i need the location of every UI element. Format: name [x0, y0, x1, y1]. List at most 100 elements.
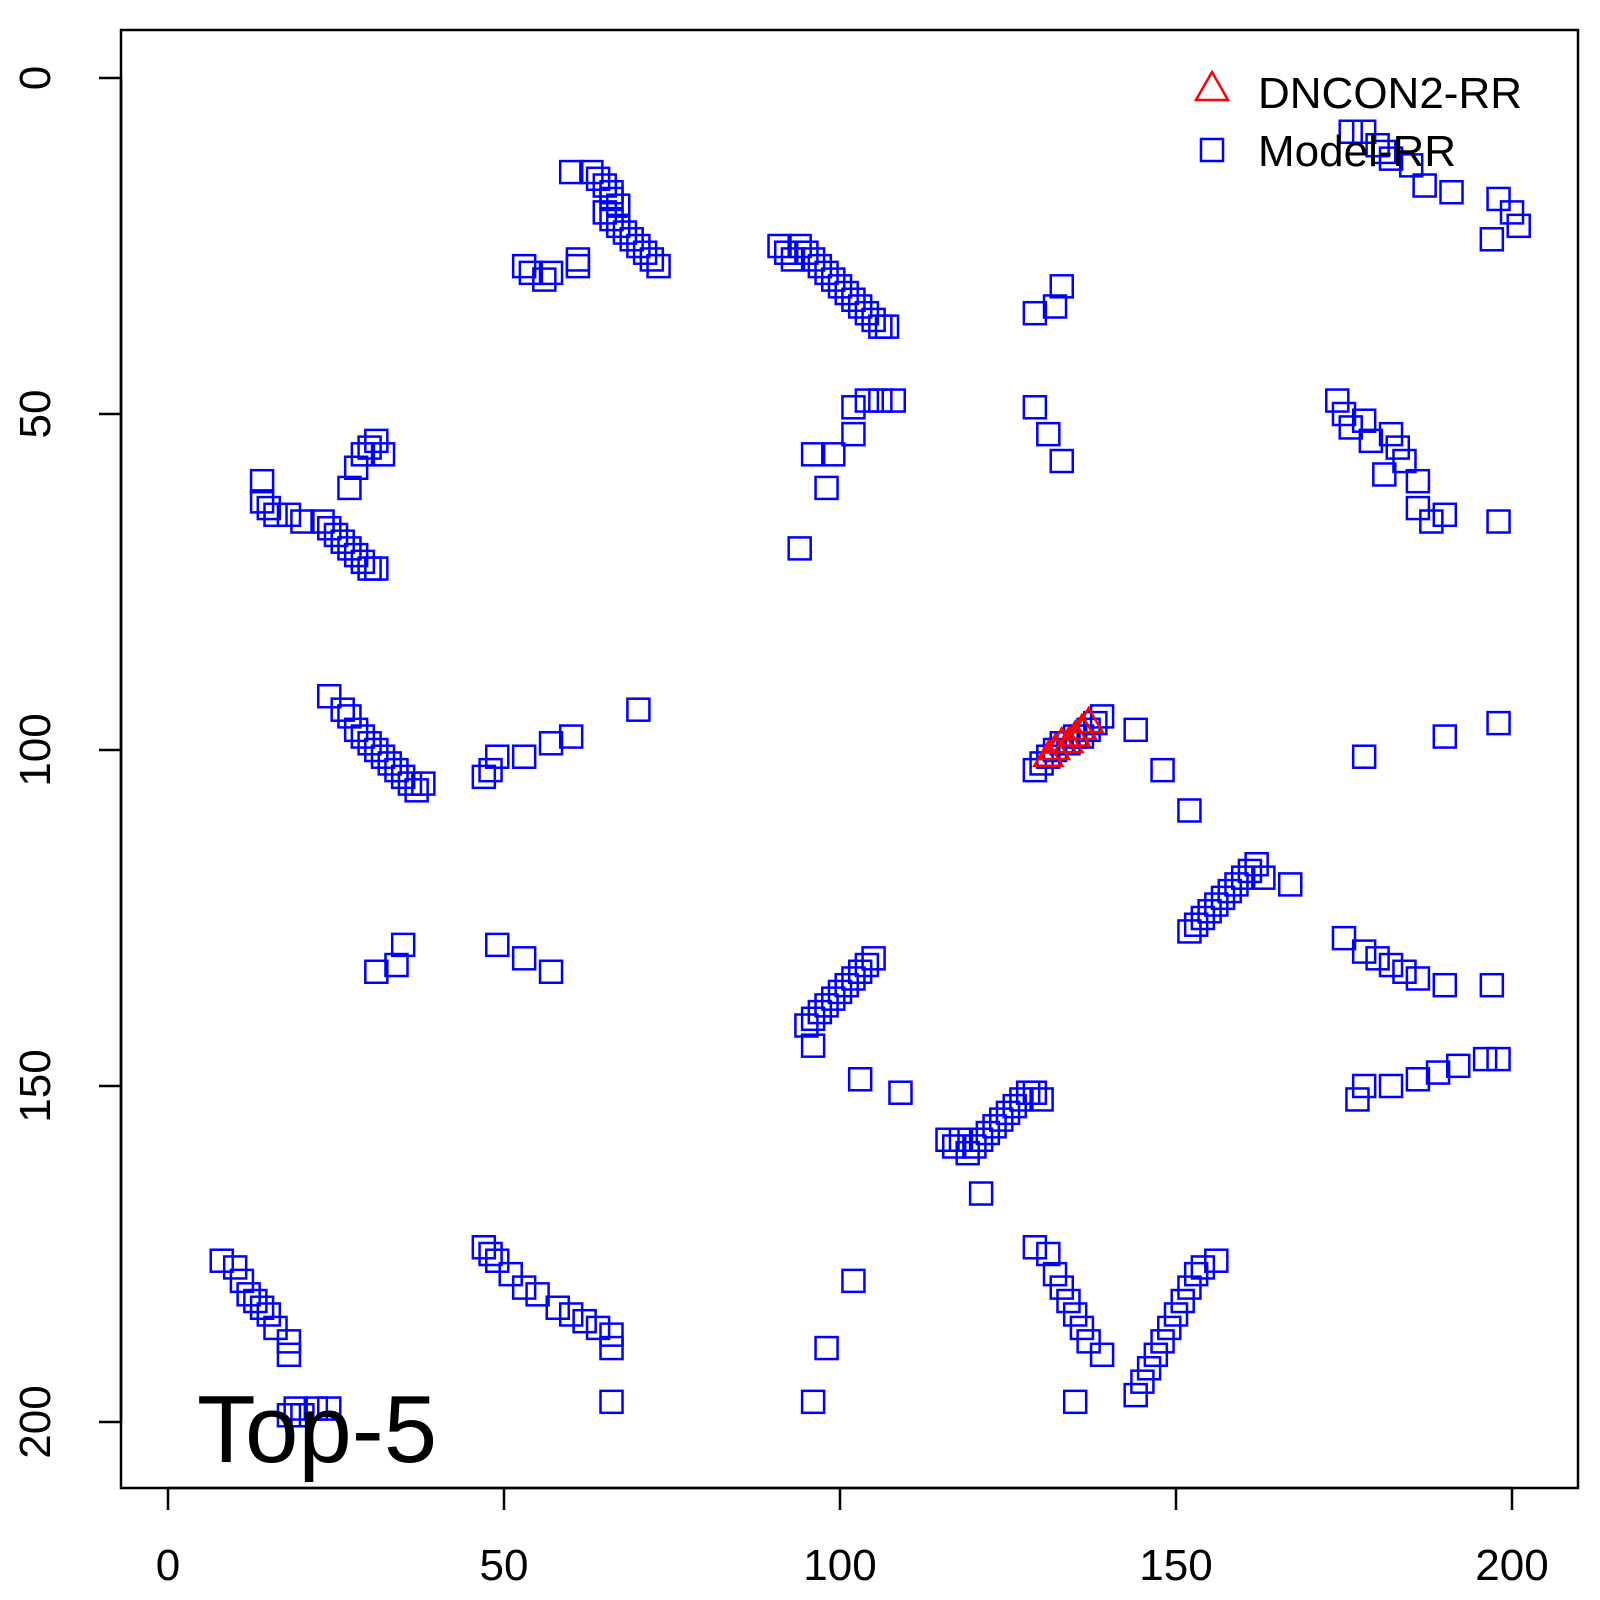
model-rr-point	[854, 300, 880, 326]
model-rr-point	[572, 1308, 597, 1334]
model-rr-point	[827, 979, 853, 1005]
model-rr-point	[1358, 428, 1384, 454]
model-rr-point	[814, 260, 839, 286]
model-rr-point	[1183, 912, 1209, 937]
model-rr-point	[807, 253, 833, 279]
model-rr-point	[807, 999, 833, 1025]
model-rr-point	[498, 1261, 523, 1287]
model-rr-point	[1365, 132, 1390, 158]
y-tick-label: 150	[11, 1049, 60, 1122]
model-rr-point	[222, 1255, 248, 1280]
model-rr-point	[995, 1100, 1021, 1126]
model-rr-point	[787, 233, 812, 259]
model-rr-point	[599, 1322, 624, 1347]
x-tick-label: 200	[1475, 1541, 1548, 1590]
model-rr-point	[1204, 892, 1229, 917]
model-rr-point	[1277, 872, 1303, 897]
model-rr-point	[814, 1335, 839, 1361]
y-tick-label: 100	[11, 713, 60, 786]
model-rr-point	[538, 959, 564, 985]
model-rr-point	[1392, 959, 1417, 985]
model-rr-point	[1190, 905, 1216, 931]
model-rr-point	[471, 1235, 497, 1260]
model-rr-point	[989, 1107, 1014, 1132]
model-rr-point	[1412, 173, 1437, 198]
model-rr-point	[276, 1403, 302, 1428]
model-rr-point	[874, 314, 900, 339]
dncon2-rr-point	[1065, 712, 1099, 741]
model-rr-point	[1486, 710, 1511, 736]
legend-marker-square-icon	[1199, 137, 1225, 163]
model-rr-point	[1143, 1342, 1169, 1368]
model-rr-point	[847, 1067, 873, 1092]
model-rr-point	[800, 1033, 826, 1058]
data-points	[209, 119, 1531, 1428]
model-rr-point	[485, 1248, 510, 1273]
model-rr-point	[1398, 153, 1424, 178]
model-rr-point	[1022, 1235, 1048, 1260]
model-rr-point	[236, 1282, 261, 1307]
model-rr-point	[800, 1006, 826, 1032]
model-rr-point	[1405, 495, 1431, 521]
model-rr-point	[948, 1127, 974, 1153]
model-rr-point	[975, 1120, 1001, 1146]
model-rr-point	[565, 253, 591, 279]
model-rr-point	[834, 972, 859, 998]
model-rr-point	[357, 435, 382, 460]
model-rr-point	[854, 388, 880, 413]
model-rr-point	[1331, 925, 1357, 951]
x-tick-label: 50	[480, 1541, 529, 1590]
model-rr-point	[1378, 146, 1404, 171]
model-rr-point	[1123, 1382, 1148, 1408]
model-rr-point	[841, 395, 866, 420]
model-rr-point	[847, 959, 873, 985]
model-rr-point	[471, 764, 497, 790]
model-rr-point	[317, 683, 342, 709]
model-rr-point	[357, 731, 382, 756]
model-rr-point	[794, 1013, 819, 1038]
model-rr-point	[1029, 1087, 1054, 1112]
model-rr-point	[868, 388, 893, 413]
dncon2-rr-point	[1059, 719, 1092, 747]
y-tick-label: 0	[11, 66, 60, 90]
model-rr-point	[1486, 186, 1511, 212]
model-rr-point	[377, 751, 403, 776]
model-rr-point	[1022, 300, 1048, 326]
model-rr-point	[1405, 966, 1431, 991]
model-rr-point	[1204, 1248, 1229, 1273]
model-rr-point	[619, 227, 644, 252]
model-rr-point	[821, 267, 846, 292]
model-rr-point	[1036, 1241, 1061, 1267]
model-rr-point	[276, 502, 302, 528]
model-rr-point	[814, 475, 839, 501]
x-axis: 0 50 100 150 200	[156, 1486, 1549, 1590]
model-rr-point	[1190, 1255, 1216, 1280]
model-rr-point	[1056, 1288, 1081, 1314]
model-rr-point	[256, 495, 282, 521]
model-rr-point	[847, 294, 873, 319]
model-rr-point	[968, 1127, 994, 1153]
model-rr-point	[511, 744, 537, 769]
model-rr-point	[1372, 139, 1397, 165]
model-rr-point	[525, 1282, 550, 1307]
x-tick-label: 0	[156, 1541, 180, 1590]
model-rr-point	[881, 388, 907, 413]
dncon2-rr-point	[1032, 739, 1065, 767]
model-rr-point	[558, 159, 584, 185]
model-rr-point	[1486, 1046, 1511, 1072]
model-rr-point	[1506, 213, 1531, 239]
dncon2-rr-point	[1052, 725, 1085, 754]
model-rr-point	[337, 704, 362, 729]
model-rr-point	[1210, 885, 1236, 911]
model-rr-point	[599, 1389, 624, 1415]
model-rr-point	[605, 193, 631, 218]
legend-label-dncon2-rr: DNCON2-RR	[1258, 69, 1522, 118]
model-rr-point	[1130, 1369, 1155, 1394]
model-rr-point	[1499, 200, 1525, 225]
model-rr-point	[364, 959, 389, 985]
model-rr-point	[538, 731, 564, 756]
model-rr-point	[478, 1241, 503, 1267]
model-rr-point	[1177, 798, 1202, 823]
model-rr-point	[1002, 1093, 1027, 1119]
model-rr-point	[1042, 1261, 1068, 1287]
